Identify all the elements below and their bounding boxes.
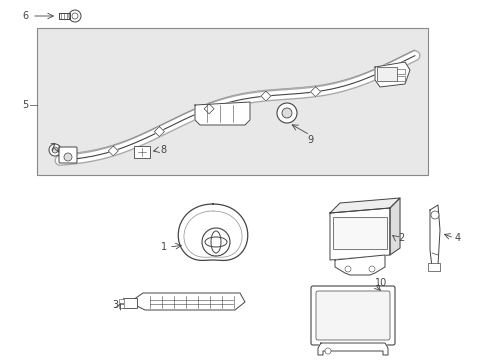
- Polygon shape: [334, 255, 384, 275]
- Polygon shape: [133, 293, 244, 310]
- Polygon shape: [429, 205, 439, 267]
- Text: 2: 2: [397, 233, 404, 243]
- Circle shape: [368, 266, 374, 272]
- Circle shape: [282, 108, 291, 118]
- Polygon shape: [195, 102, 249, 125]
- Circle shape: [325, 348, 330, 354]
- Bar: [427, 263, 439, 271]
- Polygon shape: [154, 127, 164, 136]
- Bar: [376, 67, 396, 81]
- Polygon shape: [178, 204, 247, 260]
- Polygon shape: [59, 13, 70, 19]
- Polygon shape: [317, 343, 387, 355]
- Circle shape: [52, 147, 58, 153]
- Text: 8: 8: [160, 145, 166, 155]
- FancyBboxPatch shape: [59, 147, 77, 163]
- Bar: [396, 69, 404, 74]
- Bar: [134, 146, 150, 158]
- Polygon shape: [203, 104, 214, 114]
- Circle shape: [69, 10, 81, 22]
- Circle shape: [276, 103, 296, 123]
- Circle shape: [202, 228, 229, 256]
- Text: 10: 10: [374, 278, 386, 288]
- Bar: [332, 217, 386, 249]
- Circle shape: [72, 13, 78, 19]
- Polygon shape: [310, 87, 320, 97]
- Bar: [119, 299, 124, 303]
- Bar: [37, 28, 427, 175]
- Text: 6: 6: [22, 11, 28, 21]
- Circle shape: [49, 144, 61, 156]
- Polygon shape: [261, 91, 270, 101]
- Text: 1: 1: [161, 242, 167, 252]
- Text: 7: 7: [49, 143, 55, 153]
- Polygon shape: [374, 62, 409, 87]
- Bar: [396, 76, 404, 81]
- Bar: [119, 304, 124, 308]
- Polygon shape: [329, 198, 399, 213]
- FancyBboxPatch shape: [310, 286, 394, 345]
- Bar: [123, 298, 137, 308]
- Polygon shape: [389, 198, 399, 255]
- Text: 5: 5: [22, 100, 28, 110]
- Text: 3: 3: [112, 300, 118, 310]
- Polygon shape: [108, 146, 118, 156]
- Circle shape: [345, 266, 350, 272]
- FancyBboxPatch shape: [315, 291, 389, 340]
- Text: 9: 9: [306, 135, 312, 145]
- Text: 4: 4: [454, 233, 460, 243]
- Polygon shape: [329, 208, 389, 260]
- Circle shape: [430, 211, 438, 219]
- Circle shape: [64, 153, 72, 161]
